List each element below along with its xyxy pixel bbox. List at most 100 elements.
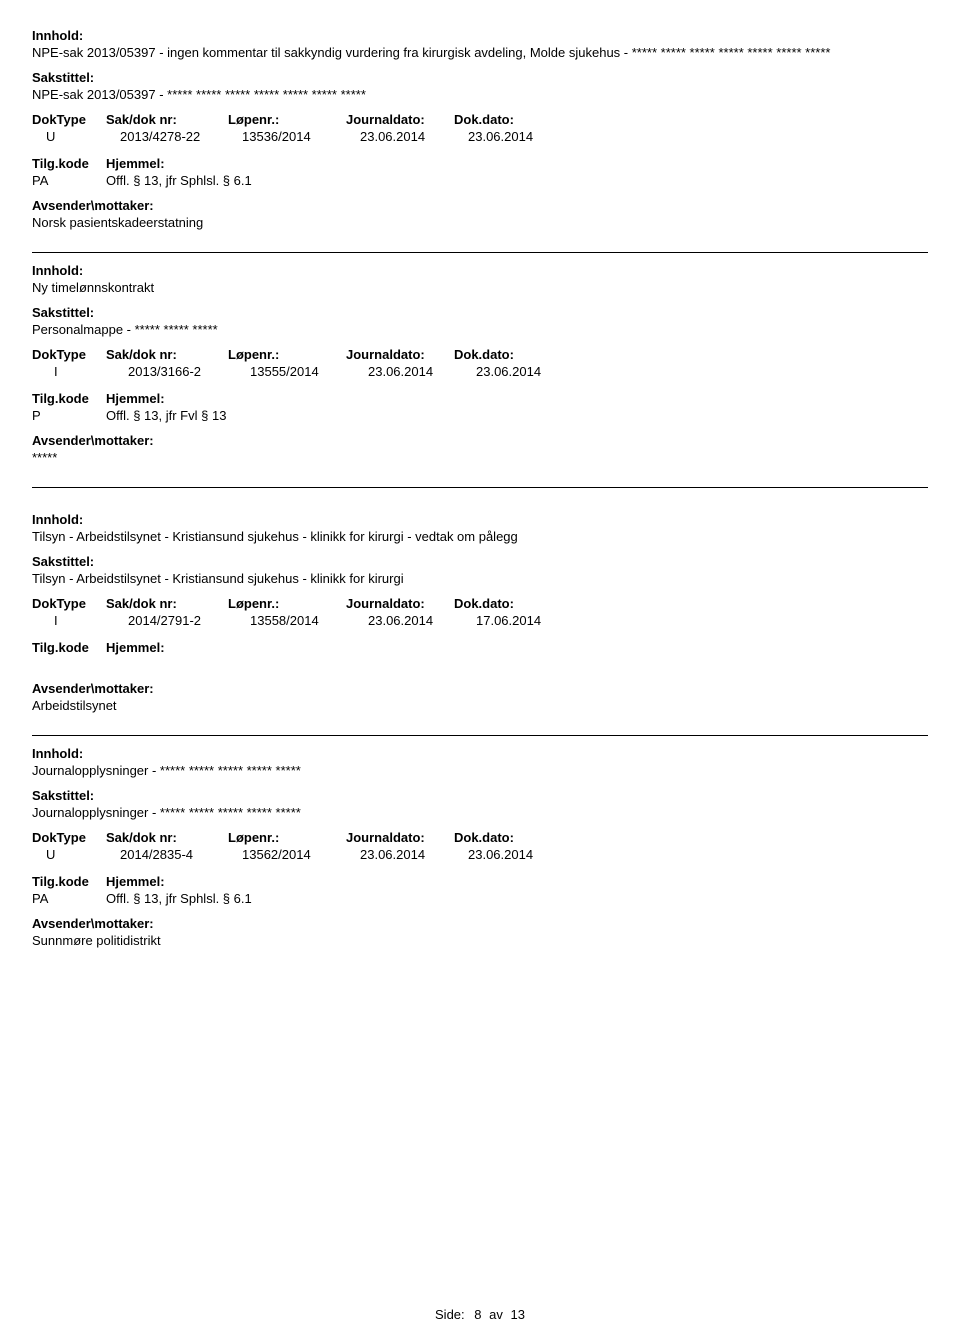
- avsender-label: Avsender\mottaker:: [32, 916, 928, 931]
- hjemmel-label: Hjemmel:: [106, 640, 165, 655]
- lopenr-value: 13562/2014: [242, 847, 360, 862]
- journaldato-value: 23.06.2014: [360, 847, 468, 862]
- sakdok-label: Sak/dok nr:: [106, 347, 228, 362]
- dokdato-label: Dok.dato:: [454, 347, 562, 362]
- sakstittel-value: Journalopplysninger - ***** ***** ***** …: [32, 805, 928, 820]
- lopenr-value: 13536/2014: [242, 129, 360, 144]
- sakstittel-value: NPE-sak 2013/05397 - ***** ***** ***** *…: [32, 87, 928, 102]
- sakstittel-label: Sakstittel:: [32, 305, 928, 320]
- lopenr-label: Løpenr.:: [228, 112, 346, 127]
- sakdok-value: 2014/2791-2: [128, 613, 250, 628]
- innhold-value: NPE-sak 2013/05397 - ingen kommentar til…: [32, 45, 928, 60]
- hjemmel-value: Offl. § 13, jfr Sphlsl. § 6.1: [106, 891, 252, 906]
- lopenr-label: Løpenr.:: [228, 596, 346, 611]
- sakstittel-label: Sakstittel:: [32, 788, 928, 803]
- tilgkode-headers: Tilg.kode Hjemmel:: [32, 874, 928, 889]
- innhold-label: Innhold:: [32, 512, 928, 527]
- tilgkode-values: P Offl. § 13, jfr Fvl § 13: [32, 408, 928, 423]
- page-footer: Side: 8 av 13: [0, 1307, 960, 1322]
- tilgkode-value: P: [32, 408, 106, 423]
- column-values: I 2014/2791-2 13558/2014 23.06.2014 17.0…: [32, 613, 928, 628]
- doktype-label: DokType: [32, 596, 106, 611]
- page-number: 8: [474, 1307, 481, 1322]
- avsender-value: Arbeidstilsynet: [32, 698, 928, 713]
- avsender-label: Avsender\mottaker:: [32, 681, 928, 696]
- sakstittel-value: Personalmappe - ***** ***** *****: [32, 322, 928, 337]
- innhold-label: Innhold:: [32, 263, 928, 278]
- doktype-label: DokType: [32, 112, 106, 127]
- column-values: U 2014/2835-4 13562/2014 23.06.2014 23.0…: [32, 847, 928, 862]
- innhold-label: Innhold:: [32, 28, 928, 43]
- av-label: av: [489, 1307, 503, 1322]
- sakdok-value: 2013/4278-22: [120, 129, 242, 144]
- avsender-value: Sunnmøre politidistrikt: [32, 933, 928, 948]
- column-headers: DokType Sak/dok nr: Løpenr.: Journaldato…: [32, 347, 928, 362]
- sakdok-label: Sak/dok nr:: [106, 596, 228, 611]
- side-label: Side:: [435, 1307, 465, 1322]
- innhold-label: Innhold:: [32, 746, 928, 761]
- hjemmel-label: Hjemmel:: [106, 874, 165, 889]
- tilgkode-headers: Tilg.kode Hjemmel:: [32, 391, 928, 406]
- sakstittel-value: Tilsyn - Arbeidstilsynet - Kristiansund …: [32, 571, 928, 586]
- avsender-label: Avsender\mottaker:: [32, 433, 928, 448]
- column-headers: DokType Sak/dok nr: Løpenr.: Journaldato…: [32, 830, 928, 845]
- innhold-value: Tilsyn - Arbeidstilsynet - Kristiansund …: [32, 529, 928, 544]
- avsender-value: *****: [32, 450, 928, 465]
- dokdato-value: 23.06.2014: [468, 129, 576, 144]
- tilgkode-values: PA Offl. § 13, jfr Sphlsl. § 6.1: [32, 173, 928, 188]
- innhold-value: Ny timelønnskontrakt: [32, 280, 928, 295]
- lopenr-value: 13555/2014: [250, 364, 368, 379]
- column-headers: DokType Sak/dok nr: Løpenr.: Journaldato…: [32, 112, 928, 127]
- tilgkode-label: Tilg.kode: [32, 156, 106, 171]
- dokdato-value: 23.06.2014: [476, 364, 584, 379]
- sakdok-label: Sak/dok nr:: [106, 830, 228, 845]
- dokdato-label: Dok.dato:: [454, 830, 562, 845]
- hjemmel-label: Hjemmel:: [106, 156, 165, 171]
- journaldato-value: 23.06.2014: [368, 364, 476, 379]
- tilgkode-headers: Tilg.kode Hjemmel:: [32, 640, 928, 655]
- journaldato-label: Journaldato:: [346, 347, 454, 362]
- doktype-value: U: [46, 847, 120, 862]
- tilgkode-label: Tilg.kode: [32, 640, 106, 655]
- hjemmel-value: Offl. § 13, jfr Sphlsl. § 6.1: [106, 173, 252, 188]
- sakstittel-label: Sakstittel:: [32, 70, 928, 85]
- journal-record: Innhold: Tilsyn - Arbeidstilsynet - Kris…: [32, 488, 928, 736]
- hjemmel-label: Hjemmel:: [106, 391, 165, 406]
- doktype-value: I: [54, 613, 128, 628]
- journaldato-label: Journaldato:: [346, 830, 454, 845]
- tilgkode-label: Tilg.kode: [32, 874, 106, 889]
- journal-record: Innhold: NPE-sak 2013/05397 - ingen komm…: [32, 18, 928, 253]
- journaldato-label: Journaldato:: [346, 112, 454, 127]
- innhold-value: Journalopplysninger - ***** ***** ***** …: [32, 763, 928, 778]
- lopenr-value: 13558/2014: [250, 613, 368, 628]
- lopenr-label: Løpenr.:: [228, 830, 346, 845]
- column-headers: DokType Sak/dok nr: Løpenr.: Journaldato…: [32, 596, 928, 611]
- dokdato-label: Dok.dato:: [454, 596, 562, 611]
- tilgkode-label: Tilg.kode: [32, 391, 106, 406]
- doktype-label: DokType: [32, 830, 106, 845]
- avsender-value: Norsk pasientskadeerstatning: [32, 215, 928, 230]
- sakdok-value: 2014/2835-4: [120, 847, 242, 862]
- dokdato-value: 17.06.2014: [476, 613, 584, 628]
- dokdato-value: 23.06.2014: [468, 847, 576, 862]
- dokdato-label: Dok.dato:: [454, 112, 562, 127]
- column-values: I 2013/3166-2 13555/2014 23.06.2014 23.0…: [32, 364, 928, 379]
- doktype-label: DokType: [32, 347, 106, 362]
- tilgkode-values: PA Offl. § 13, jfr Sphlsl. § 6.1: [32, 891, 928, 906]
- tilgkode-headers: Tilg.kode Hjemmel:: [32, 156, 928, 171]
- journal-record: Innhold: Journalopplysninger - ***** ***…: [32, 736, 928, 970]
- doktype-value: I: [54, 364, 128, 379]
- page-total: 13: [511, 1307, 525, 1322]
- sakdok-label: Sak/dok nr:: [106, 112, 228, 127]
- journal-record: Innhold: Ny timelønnskontrakt Sakstittel…: [32, 253, 928, 488]
- sakdok-value: 2013/3166-2: [128, 364, 250, 379]
- column-values: U 2013/4278-22 13536/2014 23.06.2014 23.…: [32, 129, 928, 144]
- journaldato-value: 23.06.2014: [360, 129, 468, 144]
- sakstittel-label: Sakstittel:: [32, 554, 928, 569]
- journaldato-value: 23.06.2014: [368, 613, 476, 628]
- tilgkode-value: PA: [32, 891, 106, 906]
- journaldato-label: Journaldato:: [346, 596, 454, 611]
- hjemmel-value: Offl. § 13, jfr Fvl § 13: [106, 408, 226, 423]
- avsender-label: Avsender\mottaker:: [32, 198, 928, 213]
- doktype-value: U: [46, 129, 120, 144]
